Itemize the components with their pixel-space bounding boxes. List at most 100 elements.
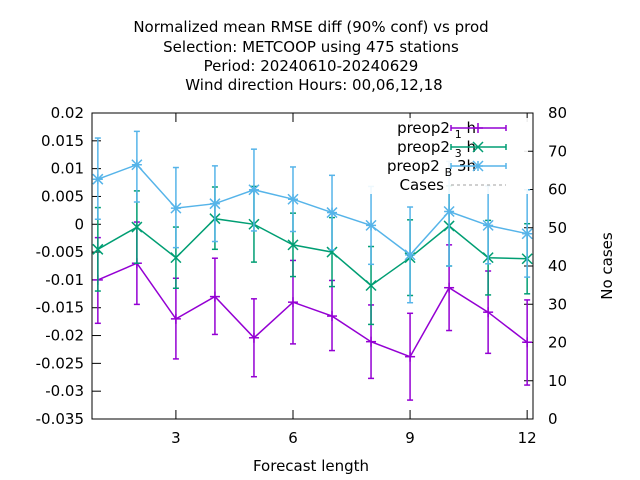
data-point-d2 <box>443 205 455 218</box>
x-tick-label: 9 <box>405 429 415 447</box>
x-tick-label: 12 <box>518 429 537 447</box>
data-point <box>482 219 494 231</box>
y2-axis-labels: 80 70 60 50 40 30 20 10 0 <box>548 104 567 428</box>
y-tick-label: 0 <box>74 215 84 233</box>
legend-label-cases: Cases <box>399 176 444 194</box>
y2-axis-title: No cases <box>598 232 616 300</box>
series-line-preop2_B_3h <box>97 163 528 256</box>
data-point <box>131 159 143 171</box>
data-point-d2 <box>131 221 143 233</box>
legend-marker-d2 <box>472 141 484 153</box>
y-tick-label: -0.025 <box>36 354 84 372</box>
title-line-4: Wind direction Hours: 00,06,12,18 <box>185 76 442 94</box>
data-point-d2 <box>287 193 299 205</box>
legend: preop2 1 h preop2 3 h preop2 B 3h Cases <box>352 118 528 194</box>
y-tick-label: -0.015 <box>36 299 84 317</box>
data-point <box>287 297 298 308</box>
y-tick-label: 0.015 <box>41 132 84 150</box>
data-point-d2 <box>365 279 377 292</box>
data-point-d2 <box>170 252 182 264</box>
y2-tick-label: 10 <box>548 372 567 390</box>
x-axis-labels: 3 6 9 12 <box>171 429 537 447</box>
data-point-d2 <box>287 239 299 251</box>
legend-label-sub: B <box>445 166 453 179</box>
data-point-d2 <box>482 219 494 231</box>
y-tick-label: -0.01 <box>45 271 84 289</box>
legend-marker <box>473 123 483 133</box>
x-axis-title: Forecast length <box>253 457 369 475</box>
y2-tick-label: 60 <box>548 181 567 199</box>
data-point <box>444 282 455 293</box>
series-line-preop2_1h <box>97 262 528 358</box>
legend-marker-d2 <box>472 160 484 172</box>
y2-tick-label: 40 <box>548 257 567 275</box>
data-point <box>326 246 338 258</box>
series-layer <box>92 130 533 401</box>
data-point-d2 <box>92 243 104 255</box>
x-tick-label: 6 <box>288 429 298 447</box>
legend-label-sub: 3 <box>455 147 462 160</box>
y-axis-labels: 0.02 0.015 0.01 0.005 0 -0.005 -0.01 -0.015 -0.0… <box>36 104 84 428</box>
data-point-d2 <box>131 159 143 171</box>
legend-label-main: preop2 <box>397 119 450 137</box>
data-point <box>365 279 377 292</box>
data-point <box>405 351 416 362</box>
y2-tick-label: 50 <box>548 219 567 237</box>
data-point-d2 <box>209 198 221 210</box>
data-point <box>170 202 182 214</box>
data-point-d2 <box>404 249 416 261</box>
y2-tick-label: 70 <box>548 142 567 160</box>
data-point <box>365 219 377 231</box>
data-point <box>327 311 338 322</box>
data-point-d2 <box>248 184 260 196</box>
data-point <box>366 336 377 347</box>
data-point <box>483 307 494 318</box>
legend-box <box>352 118 528 194</box>
data-point-d2 <box>170 202 182 214</box>
legend-label-main: preop2 <box>397 138 450 156</box>
y-tick-label: 0.01 <box>51 160 84 178</box>
title-line-1: Normalized mean RMSE diff (90% conf) vs … <box>133 18 488 36</box>
data-point <box>92 243 104 255</box>
y2-tick-label: 20 <box>548 334 567 352</box>
data-point <box>287 239 299 251</box>
chart-title: Normalized mean RMSE diff (90% conf) vs … <box>133 18 488 94</box>
data-point <box>170 252 182 264</box>
data-point <box>170 313 181 324</box>
legend-label-main: preop2 <box>387 157 440 175</box>
legend-marker <box>472 160 484 172</box>
data-point <box>209 291 220 302</box>
x-tick-label: 3 <box>171 429 181 447</box>
series-line-preop2_3h <box>97 217 528 287</box>
data-point-d2 <box>521 228 533 240</box>
data-point-d2 <box>326 207 338 219</box>
data-point <box>248 184 260 196</box>
data-point <box>326 207 338 219</box>
legend-sample-preop2-3h <box>450 141 507 153</box>
data-point <box>287 193 299 205</box>
y-tick-label: -0.005 <box>36 243 84 261</box>
data-point <box>209 198 221 210</box>
data-point <box>522 337 533 348</box>
legend-sample-preop2-1h <box>450 123 507 133</box>
legend-label-sub: 1 <box>455 128 462 141</box>
y2-tick-label: 30 <box>548 295 567 313</box>
y2-tick-label: 0 <box>548 410 558 428</box>
y-tick-label: 0.005 <box>41 187 84 205</box>
title-line-3: Period: 20240610-20240629 <box>204 57 419 75</box>
y-tick-label: -0.02 <box>45 327 84 345</box>
data-point <box>92 173 104 185</box>
series-preop2_B_3h <box>92 130 533 304</box>
data-point-d2 <box>326 246 338 258</box>
data-point <box>521 228 533 240</box>
data-point-d2 <box>365 219 377 231</box>
legend-sample-preop2-b-3h <box>450 160 507 172</box>
data-point <box>248 332 259 343</box>
y-axis-ticks <box>92 112 101 420</box>
y-tick-label: -0.03 <box>45 382 84 400</box>
y-tick-label: 0.02 <box>51 104 84 122</box>
data-point <box>404 249 416 261</box>
data-point-d2 <box>92 173 104 185</box>
legend-marker <box>472 141 484 153</box>
